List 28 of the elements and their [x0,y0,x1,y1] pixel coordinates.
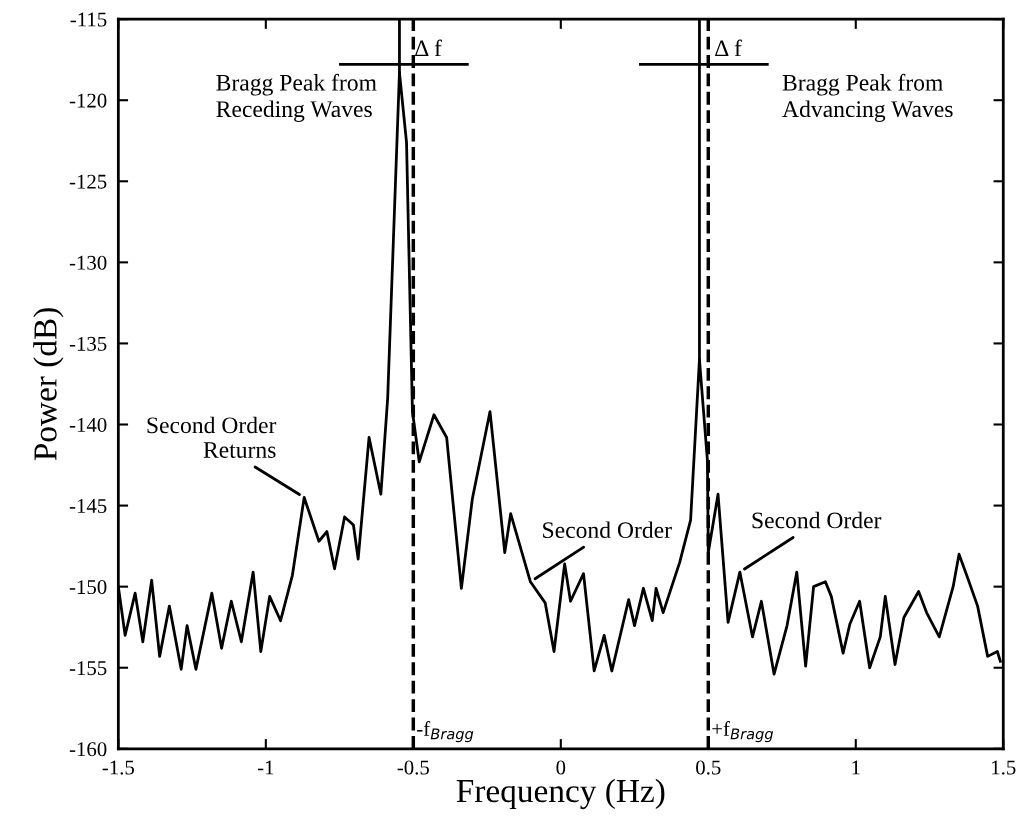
y-tick-label: -125 [69,174,107,189]
ref-line-label: +f$_{Bragg}$ [712,721,774,743]
y-tick-label: -155 [69,661,107,676]
annotation: Bragg Peak from Advancing Waves [782,73,953,122]
x-tick-label: 0.5 [696,760,721,775]
x-tick-label: 1.5 [992,760,1016,775]
ref-line-label: -f$_{Bragg}$ [417,721,474,743]
y-tick-label: -145 [69,499,107,514]
y-tick-label: -150 [69,580,107,595]
x-tick-label: 0 [556,760,566,775]
y-tick-label: -160 [69,742,107,757]
x-tick-label: -1.5 [102,760,135,775]
annotation: Δ f [715,39,742,57]
y-tick-label: -120 [69,93,107,108]
annotation: Δ f [415,39,442,57]
x-tick-label: -0.5 [397,760,429,775]
annotation: Bragg Peak from Receding Waves [216,73,377,122]
annotation: Second Order [752,511,882,529]
annotation: Second Order [543,521,672,539]
x-tick-label: 1 [852,760,860,775]
x-axis-title: Frequency (Hz) [456,778,665,810]
y-axis-title: Power (dB) [33,308,64,461]
y-tick-label: -115 [70,12,107,27]
y-tick-label: -140 [69,417,107,432]
y-tick-label: -135 [69,336,107,351]
x-tick-label: -1 [257,760,274,775]
y-tick-label: -130 [69,255,107,270]
annotation: Second Order Returns [147,416,277,458]
